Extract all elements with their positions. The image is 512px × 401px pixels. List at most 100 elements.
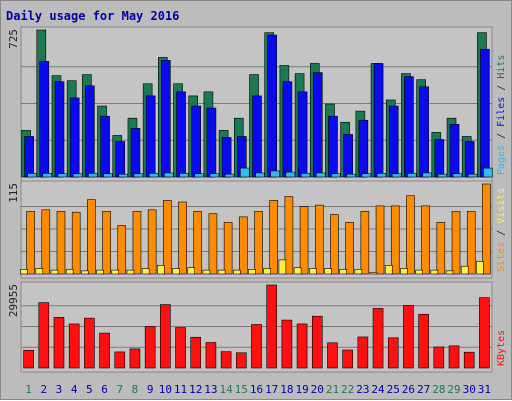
bar-kbytes bbox=[175, 327, 186, 369]
bar-sites bbox=[445, 270, 454, 275]
bar-visits bbox=[314, 204, 324, 275]
bar-sites bbox=[293, 267, 302, 275]
bar-kbytes bbox=[129, 348, 141, 369]
day-label: 6 bbox=[101, 383, 108, 396]
bar-pages bbox=[422, 172, 432, 178]
bar-files bbox=[388, 105, 399, 178]
bar-visits bbox=[436, 222, 446, 275]
bar-sites bbox=[430, 269, 439, 275]
day-label: 22 bbox=[341, 383, 354, 396]
bar-visits bbox=[71, 211, 81, 275]
bar-sites bbox=[20, 269, 28, 275]
legend-entry-0: Pages bbox=[496, 145, 507, 175]
day-label: 9 bbox=[147, 383, 154, 396]
day-label: 10 bbox=[159, 383, 172, 396]
bar-pages bbox=[437, 173, 448, 178]
bar-files bbox=[69, 97, 80, 178]
bar-sites bbox=[81, 270, 89, 275]
legend-entry-1: / bbox=[496, 127, 507, 145]
bar-kbytes bbox=[53, 316, 65, 369]
bar-sites bbox=[324, 268, 332, 275]
bar-pages bbox=[118, 173, 129, 178]
legend-entry-2: Files bbox=[496, 97, 507, 127]
day-label: 11 bbox=[174, 383, 187, 396]
bar-files bbox=[206, 107, 217, 178]
bar-visits bbox=[345, 222, 354, 275]
legend-entry-0: KBytes bbox=[496, 330, 507, 366]
bar-kbytes bbox=[372, 308, 384, 369]
bar-files bbox=[267, 34, 277, 178]
day-label: 5 bbox=[86, 383, 93, 396]
bar-files bbox=[100, 115, 110, 178]
bar-visits bbox=[330, 214, 339, 275]
bar-sites bbox=[278, 259, 287, 275]
bar-files bbox=[24, 136, 34, 178]
bar-files bbox=[176, 91, 186, 178]
bar-visits bbox=[223, 222, 233, 275]
bar-pages bbox=[331, 173, 341, 178]
bar-kbytes bbox=[418, 313, 429, 369]
bar-sites bbox=[400, 268, 408, 275]
bar-pages bbox=[391, 173, 402, 178]
bar-sites bbox=[339, 269, 347, 275]
bar-pages bbox=[164, 172, 174, 178]
bar-sites bbox=[263, 268, 271, 275]
day-label: 27 bbox=[417, 383, 430, 396]
bar-pages bbox=[346, 173, 356, 178]
bar-sites bbox=[172, 268, 180, 275]
bar-pages bbox=[285, 171, 296, 178]
bar-visits bbox=[390, 205, 400, 275]
bar-pages bbox=[42, 173, 53, 178]
bar-pages bbox=[133, 173, 144, 178]
bar-sites bbox=[96, 269, 104, 275]
bar-sites bbox=[141, 268, 150, 275]
bar-kbytes bbox=[38, 302, 50, 369]
bar-visits bbox=[254, 211, 263, 275]
bar-kbytes bbox=[251, 324, 262, 369]
bar-files bbox=[434, 139, 445, 178]
bar-sites bbox=[248, 269, 256, 275]
bar-kbytes bbox=[327, 342, 338, 369]
bar-files bbox=[373, 63, 384, 178]
bar-files bbox=[161, 60, 171, 178]
bar-kbytes bbox=[160, 304, 171, 369]
bar-visits bbox=[284, 196, 294, 275]
day-label: 1 bbox=[25, 383, 32, 396]
bar-kbytes bbox=[114, 351, 126, 369]
bar-visits bbox=[208, 213, 218, 275]
day-label: 16 bbox=[250, 383, 263, 396]
bar-sites bbox=[50, 269, 59, 275]
bar-visits bbox=[163, 200, 172, 275]
bar-sites bbox=[476, 261, 484, 275]
bar-pages bbox=[194, 173, 205, 178]
day-label: 3 bbox=[56, 383, 63, 396]
bar-pages bbox=[255, 172, 265, 178]
bar-files bbox=[85, 85, 95, 178]
bar-sites bbox=[187, 267, 196, 275]
day-label: 4 bbox=[71, 383, 78, 396]
bar-sites bbox=[460, 265, 469, 275]
bar-visits bbox=[239, 216, 248, 275]
bar-files bbox=[449, 123, 460, 178]
bar-visits bbox=[87, 199, 96, 275]
bar-files bbox=[39, 61, 50, 178]
bar-kbytes bbox=[403, 305, 414, 369]
bar-sites bbox=[111, 269, 120, 275]
bar-sites bbox=[308, 268, 317, 275]
bar-visits bbox=[178, 201, 187, 275]
bar-visits bbox=[56, 211, 66, 275]
bar-files bbox=[145, 95, 156, 178]
bar-kbytes bbox=[220, 351, 232, 369]
bar-sites bbox=[354, 269, 363, 275]
bar-visits bbox=[132, 211, 142, 275]
day-label: 21 bbox=[326, 383, 339, 396]
bar-pages bbox=[407, 173, 417, 178]
bar-sites bbox=[35, 268, 44, 275]
bar-kbytes bbox=[387, 337, 399, 369]
bar-pages bbox=[376, 173, 387, 178]
bar-visits bbox=[482, 183, 491, 275]
bar-sites bbox=[415, 269, 423, 275]
bar-visits bbox=[406, 195, 415, 275]
bar-visits bbox=[41, 209, 51, 275]
